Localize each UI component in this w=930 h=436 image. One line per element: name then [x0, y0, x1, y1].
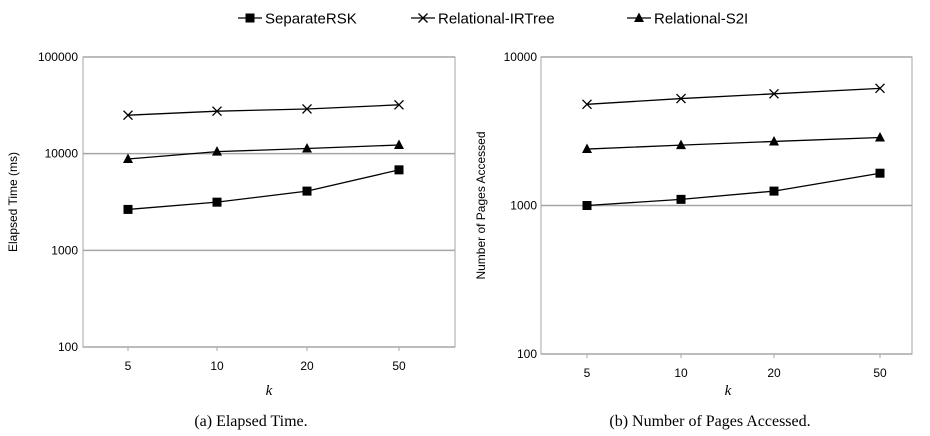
chart1-line-separatersk [127, 169, 400, 211]
legend-label-relational-irtree: Relational-IRTree [438, 11, 555, 28]
legend-item-relational-s2i: Relational-S2I [627, 11, 748, 28]
chart2-x-tick-label: 50 [873, 366, 887, 380]
chart1-point-relational-irtree [212, 106, 222, 117]
chart2-point-relational-irtree-stroke-b [676, 93, 686, 104]
legend-label-relational-s2i: Relational-S2I [654, 11, 748, 28]
chart1-plot-area [82, 56, 456, 348]
chart1-point-relational-irtree-stroke-b [394, 99, 404, 110]
chart1-x-tick-label: 50 [392, 359, 406, 373]
chart1-y-tick-label: 10000 [45, 147, 79, 161]
chart2-point-relational-irtree [875, 83, 885, 94]
legend-marker-relational-irtree [418, 13, 428, 23]
legend-label-separatersk: SeparateRSK [265, 11, 357, 28]
chart1-x-tick-label: 20 [300, 359, 314, 373]
chart1-point-relational-irtree [302, 104, 312, 114]
chart2-x-tick-label: 5 [584, 366, 591, 380]
chart1-point-relational-irtree [123, 110, 133, 121]
chart2-y-axis-label: Number of Pages Accessed [474, 131, 488, 279]
legend-marker-relational-s2i [634, 12, 644, 22]
chart2-point-relational-irtree [676, 93, 686, 104]
chart2-series-relational-s2i [582, 132, 885, 154]
legend-marker-relational-irtree-stroke-b [418, 13, 428, 23]
chart2-line-relational-irtree [586, 87, 881, 105]
chart2-series-relational-irtree [582, 83, 885, 110]
legend-marker-separatersk [245, 13, 255, 23]
chart1-y-tick-label: 100 [58, 340, 78, 354]
chart1-x-tick-label: 5 [125, 359, 132, 373]
chart2-point-relational-s2i [769, 135, 779, 146]
chart2-series-separatersk [582, 168, 885, 210]
chart2-y-tick-label: 1000 [510, 199, 537, 213]
chart1-y-tick-label: 100000 [38, 50, 78, 64]
chart1-point-separatersk [212, 197, 222, 207]
chart1-caption: (a) Elapsed Time. [194, 413, 307, 430]
chart1-point-relational-irtree-stroke-b [123, 110, 133, 121]
legend-item-separatersk: SeparateRSK [238, 11, 357, 28]
chart2-point-relational-irtree-stroke-b [875, 83, 885, 94]
chart2-line-separatersk [586, 172, 881, 207]
chart1-point-separatersk [302, 186, 312, 196]
legend-item-relational-irtree: Relational-IRTree [411, 11, 555, 28]
chart1-x-axis-label: k [266, 383, 273, 399]
chart2-x-axis-label: k [725, 383, 732, 399]
chart2-caption: (b) Number of Pages Accessed. [609, 413, 810, 430]
chart2-point-separatersk [875, 168, 885, 178]
legend: SeparateRSK Relational-IRTree Relational-S… [238, 11, 748, 28]
chart2-point-relational-s2i [676, 139, 686, 150]
chart1-x-tick-label: 10 [210, 359, 224, 373]
chart1-line-relational-irtree [127, 104, 400, 116]
chart2-point-separatersk [769, 186, 779, 196]
chart2-point-separatersk [676, 194, 686, 204]
chart1-series-separatersk [123, 165, 404, 214]
chart-pages-accessed: 100 1000 10000 5 10 20 50 Number of Pages Acces… [474, 50, 913, 430]
chart1-point-relational-irtree [394, 99, 404, 110]
chart2-line-relational-s2i [586, 136, 881, 150]
chart1-point-relational-s2i [302, 143, 312, 153]
chart1-y-tick-label: 1000 [51, 243, 78, 257]
chart2-x-tick-label: 20 [767, 366, 781, 380]
chart1-point-relational-irtree-stroke-b [302, 104, 312, 114]
chart2-point-relational-irtree [582, 99, 592, 110]
chart2-y-tick-label: 100 [517, 347, 537, 361]
chart1-point-relational-s2i [394, 139, 404, 149]
chart2-point-relational-s2i [875, 132, 885, 142]
chart2-y-tick-label: 10000 [504, 50, 538, 64]
chart1-point-relational-irtree-stroke-b [212, 106, 222, 117]
chart-elapsed-time: 100 1000 10000 100000 5 10 20 50 Elapsed Time (m… [6, 50, 456, 430]
chart1-point-separatersk [123, 204, 133, 214]
chart2-point-separatersk [582, 201, 592, 210]
chart1-series-relational-s2i [123, 139, 404, 164]
chart1-series-relational-irtree [123, 99, 404, 121]
chart2-point-relational-s2i [582, 143, 592, 154]
chart1-line-relational-s2i [127, 144, 400, 160]
chart2-x-tick-label: 10 [674, 366, 688, 380]
chart2-point-relational-irtree-stroke-b [769, 88, 779, 99]
chart2-point-relational-irtree [769, 88, 779, 99]
chart1-point-relational-s2i [123, 153, 133, 164]
chart1-y-axis-label: Elapsed Time (ms) [6, 152, 20, 252]
chart2-point-relational-irtree-stroke-b [582, 99, 592, 110]
chart1-point-separatersk [394, 165, 404, 175]
chart1-point-relational-s2i [212, 146, 222, 156]
